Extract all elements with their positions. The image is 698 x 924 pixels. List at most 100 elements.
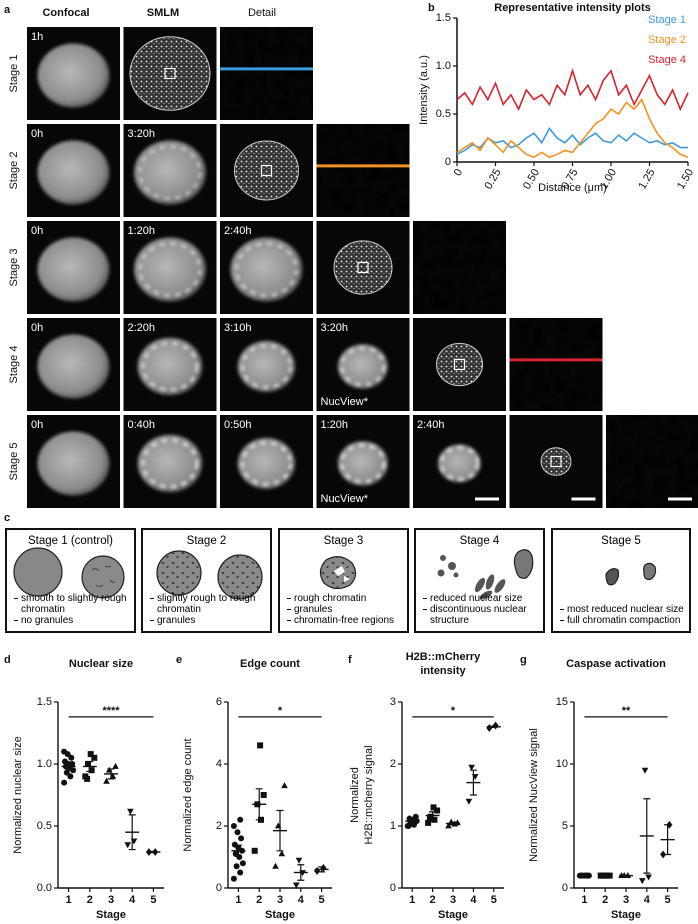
category-group (145, 848, 161, 856)
time-label: 3:20h (321, 322, 349, 334)
bullet: granules (150, 615, 266, 626)
micrograph-tile: 1h (27, 27, 120, 120)
micrograph-tile (220, 124, 313, 217)
nucleus (37, 431, 110, 496)
sem-bar (128, 814, 136, 851)
row-label: Stage 5 (8, 443, 20, 481)
time-label: 1:20h (321, 419, 349, 431)
data-point (405, 823, 412, 829)
y-axis-label: H2B::mcherry signal (363, 745, 375, 844)
category-group (425, 804, 441, 826)
data-point (425, 819, 432, 826)
time-label: 0:40h (128, 419, 156, 431)
y-tick-label: 2 (390, 758, 396, 770)
data-point (486, 724, 493, 732)
panel-letter: b (428, 2, 435, 14)
micrograph-tile (509, 318, 603, 411)
data-point (124, 842, 131, 849)
x-tick-label: 2 (256, 894, 262, 906)
nucleus-texture (138, 242, 202, 297)
smlm-nucleus (540, 447, 572, 476)
nucleus (437, 444, 482, 483)
data-point (67, 773, 74, 780)
panel-letter: d (4, 654, 11, 666)
time-label: 0h (31, 322, 43, 334)
bullet: granules (287, 604, 403, 615)
nucleus-texture (439, 446, 480, 481)
box-title: Stage 1 (control) (27, 535, 113, 547)
series-line (456, 126, 688, 156)
tile-note: NucView* (321, 493, 369, 505)
roi-box (453, 358, 466, 371)
bullet: reduced nuclear size (423, 593, 539, 604)
time-label: 2:40h (417, 419, 445, 431)
sem-bar (276, 809, 284, 852)
data-point (445, 822, 452, 829)
data-point (112, 762, 119, 769)
x-axis-label: Stage (265, 909, 295, 921)
row-label: Stage 2 (8, 152, 20, 190)
sem-bar (234, 844, 242, 857)
significance-label: * (278, 705, 283, 717)
data-point (260, 792, 267, 798)
roi-box (164, 67, 176, 80)
nucleus-texture (340, 346, 386, 387)
box-title: Stage 2 (186, 535, 227, 547)
category-group (597, 872, 613, 879)
significance-label: ** (622, 705, 631, 717)
y-tick-label: 10 (556, 758, 568, 770)
micrograph-tile: 0:50h (220, 415, 313, 508)
row-label: Stage 1 (8, 55, 20, 93)
detail-texture (316, 124, 410, 217)
smlm-nucleus (333, 240, 393, 295)
series-line (456, 98, 689, 159)
data-point (127, 808, 134, 815)
x-tick-label: 0 (452, 167, 465, 178)
y-tick-label: 3 (390, 696, 396, 708)
y-tick-label: 0 (445, 156, 451, 168)
data-point (639, 878, 646, 885)
bullet: discontinuous nuclear structure (423, 604, 539, 626)
nucleus-texture (139, 145, 201, 200)
bullet: slightly rough to rough chromatin (150, 593, 266, 615)
y-tick-label: 0 (562, 882, 568, 894)
y-tick-label: 0.5 (436, 108, 451, 120)
sem-bar (65, 762, 73, 771)
data-point (278, 850, 286, 857)
time-label: 1h (31, 31, 43, 43)
data-point (91, 754, 98, 761)
data-point (468, 764, 475, 771)
nucleus (337, 441, 389, 486)
micrograph-tile: 3:10h (220, 318, 313, 411)
schematic-box: Stage 2 slightly rough to rough chromatin… (141, 528, 272, 633)
data-point (237, 869, 244, 876)
legend-entry: Stage 1 (648, 14, 686, 26)
legend-entry: Stage 4 (648, 54, 686, 66)
data-point (272, 862, 279, 869)
y-tick-label: 1.5 (37, 696, 52, 708)
panel-letter: e (176, 654, 182, 666)
category-group (618, 872, 633, 878)
data-point (230, 875, 237, 882)
micrograph-tile: 2:40h (413, 415, 506, 508)
significance-label: **** (102, 705, 120, 717)
data-point (68, 754, 75, 761)
nucleus-texture (141, 438, 199, 489)
nucleus-texture (241, 344, 292, 389)
panel-letter: c (4, 512, 10, 524)
x-tick-label: 3 (450, 894, 456, 906)
y-axis-label: Normalized NucView signal (528, 728, 540, 862)
x-tick-label: 4 (129, 894, 136, 906)
data-point (492, 721, 499, 730)
bullet-list: slightly rough to rough chromatin granule… (150, 593, 266, 626)
x-tick-label: 1 (409, 894, 415, 906)
schematic-shapes (13, 547, 657, 600)
tile-note: NucView* (321, 396, 369, 408)
panel-letter: f (348, 654, 352, 666)
y-tick-label: 1.0 (436, 60, 451, 72)
box-title: Stage 3 (323, 535, 364, 547)
data-point (61, 779, 68, 786)
y-tick-label: 0 (216, 882, 222, 894)
bullet-list: smooth to slightly rough chromatin no gra… (14, 593, 130, 626)
x-tick-label: 2 (87, 894, 93, 906)
